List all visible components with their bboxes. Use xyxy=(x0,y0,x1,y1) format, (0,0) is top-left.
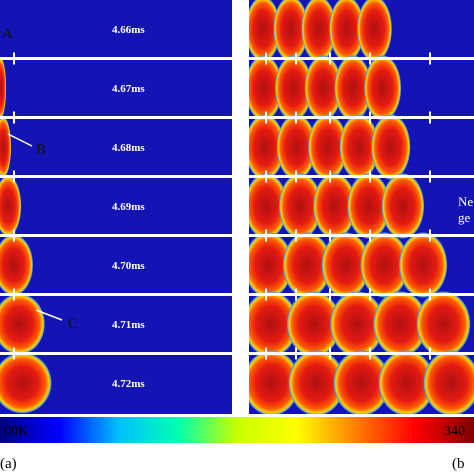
left-flame-blob xyxy=(0,234,33,296)
colorbar-min-label: 00K xyxy=(4,424,28,439)
right-flame-lobe xyxy=(360,232,409,298)
right-flame-lobe xyxy=(249,55,283,121)
right-flame-lobe xyxy=(249,114,285,180)
right-flame-lobe xyxy=(378,350,435,414)
right-flame-lobe xyxy=(249,173,288,239)
right-flame-lobe xyxy=(275,55,312,121)
annotation-c: C xyxy=(68,316,78,332)
annotation-b-pointer xyxy=(7,133,33,147)
right-flame-lobe xyxy=(288,350,345,414)
right-flame-lobe xyxy=(416,291,471,357)
left-flame-blob xyxy=(0,116,12,178)
annotation-right-line1: Ne xyxy=(458,194,473,209)
right-flame-lobe xyxy=(249,0,281,62)
right-flame-lobe xyxy=(334,55,372,121)
right-flame-lobe xyxy=(330,291,384,357)
right-flame-lobe xyxy=(283,232,332,298)
right-flame-lobe xyxy=(249,232,293,298)
right-flame-lobe xyxy=(276,114,316,180)
right-flame-lobe xyxy=(399,232,448,298)
panel-a-tag: (a) xyxy=(0,456,17,472)
annotation-c-pointer xyxy=(35,309,63,321)
right-flame-lobe xyxy=(313,173,356,239)
left-flame-blob xyxy=(0,57,7,119)
right-flame-lobe xyxy=(279,173,322,239)
frame-time-label: 4.69ms xyxy=(112,201,145,213)
right-flame-lobe xyxy=(333,350,390,414)
frame-separators xyxy=(0,52,474,360)
right-flame-lobe xyxy=(273,0,309,62)
right-flame-lobe xyxy=(371,114,411,180)
right-flame-lobe xyxy=(304,55,342,121)
left-flame-blob xyxy=(0,352,52,414)
annotation-right-line2: ge xyxy=(458,210,471,225)
frame-time-label: 4.67ms xyxy=(112,83,145,95)
right-flame-lobe xyxy=(308,114,348,180)
left-panel-field xyxy=(0,0,232,414)
right-flame-lobe xyxy=(249,291,298,357)
right-flame-lobe xyxy=(357,0,392,62)
frame-time-label: 4.70ms xyxy=(112,260,145,272)
time-labels: 4.66ms 4.67ms 4.68ms 4.69ms 4.70ms 4.71ms 4.72… xyxy=(112,24,145,390)
frame-time-label: 4.68ms xyxy=(112,142,145,154)
right-flame-lobe xyxy=(381,173,425,239)
annotation-b: B xyxy=(36,142,46,158)
colorbar-max-label: 340 xyxy=(444,424,465,439)
right-panel-flames xyxy=(249,0,474,414)
temperature-colorbar xyxy=(0,417,474,443)
panel-b-tag: (b xyxy=(452,456,465,472)
right-flame-lobe xyxy=(339,114,379,180)
right-flame-lobe xyxy=(301,0,337,62)
annotation-a: A xyxy=(2,26,13,42)
right-flame-lobe xyxy=(423,350,474,414)
right-flame-lobe xyxy=(364,55,402,121)
frame-time-label: 4.66ms xyxy=(112,24,145,36)
right-flame-lobe xyxy=(249,350,300,414)
right-flame-lobe xyxy=(347,173,390,239)
right-flame-lobe xyxy=(321,232,370,298)
frame-time-label: 4.72ms xyxy=(112,378,145,390)
left-flame-blob xyxy=(0,293,45,355)
right-flame-lobe xyxy=(287,291,341,357)
right-flame-lobe xyxy=(373,291,427,357)
left-panel-flames xyxy=(0,57,52,414)
frame-time-label: 4.71ms xyxy=(112,319,145,331)
right-flame-lobe xyxy=(329,0,364,62)
left-flame-blob xyxy=(0,175,22,237)
